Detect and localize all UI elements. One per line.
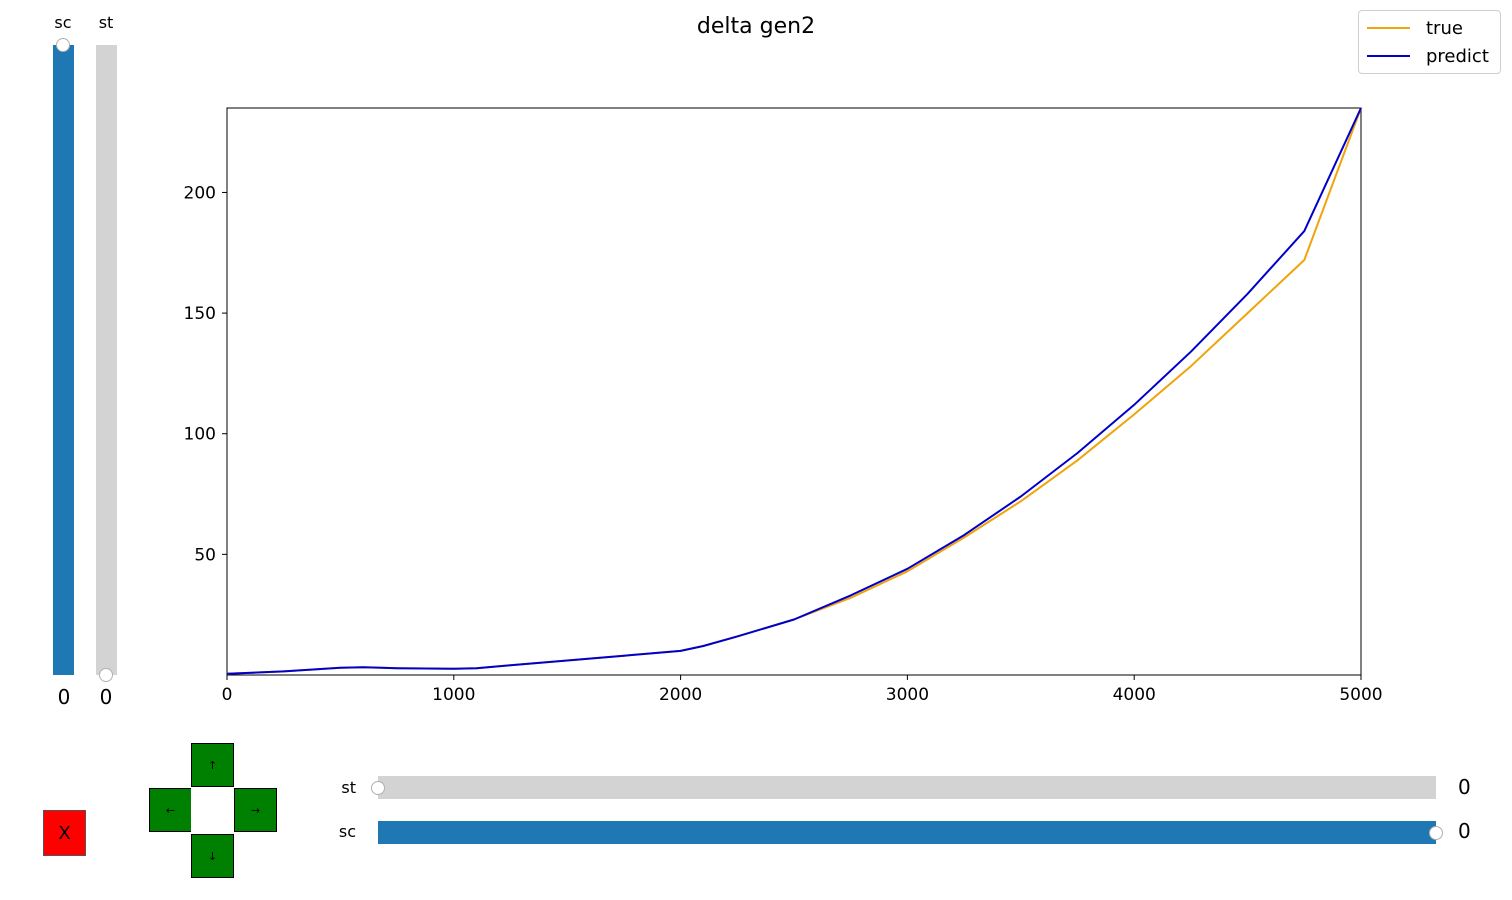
horizontal-slider-sc-value: 0 — [1458, 819, 1471, 843]
line-chart: 0 1000 2000 3000 4000 5000 50 100 150 200 — [184, 107, 1383, 705]
vertical-slider-st[interactable] — [96, 45, 117, 682]
x-tick-label: 3000 — [886, 685, 929, 705]
x-tick-label: 0 — [222, 685, 233, 705]
horizontal-slider-st-handle[interactable] — [371, 781, 385, 795]
dpad-center — [191, 788, 234, 832]
horizontal-slider-sc-label: sc — [338, 822, 356, 841]
up-arrow-button[interactable]: ↑ — [191, 743, 234, 787]
down-arrow-button[interactable]: ↓ — [191, 834, 234, 878]
horizontal-slider-sc[interactable] — [378, 821, 1443, 844]
legend-swatch-true — [1367, 27, 1410, 29]
y-tick-label: 50 — [194, 545, 216, 565]
vertical-slider-sc-label: sc — [54, 13, 72, 32]
series-line-true — [226, 107, 1362, 675]
vertical-slider-st-value: 0 — [99, 685, 113, 709]
y-tick-label: 100 — [184, 425, 216, 445]
vertical-slider-sc-fill — [53, 45, 74, 675]
x-tick-label: 5000 — [1339, 685, 1382, 705]
vertical-slider-st-handle[interactable] — [99, 668, 113, 682]
vertical-slider-sc-value: 0 — [57, 685, 71, 709]
series-line-predict — [226, 107, 1362, 675]
legend-item-true: true — [1367, 17, 1463, 39]
left-arrow-button[interactable]: ← — [149, 788, 192, 832]
plot-frame — [226, 107, 1362, 676]
vertical-slider-st-label: st — [98, 13, 114, 32]
vertical-slider-sc-handle[interactable] — [56, 38, 70, 52]
horizontal-slider-st-value: 0 — [1458, 775, 1471, 799]
x-tick-label: 4000 — [1113, 685, 1156, 705]
y-tick-label: 150 — [184, 304, 216, 324]
right-arrow-button[interactable]: → — [234, 788, 277, 832]
horizontal-slider-st-label: st — [341, 778, 356, 797]
legend-item-predict: predict — [1367, 45, 1489, 67]
y-tick-label: 200 — [184, 183, 216, 203]
x-tick-label: 2000 — [659, 685, 702, 705]
close-button[interactable]: X — [43, 810, 86, 856]
x-tick-label: 1000 — [432, 685, 475, 705]
legend-label-predict: predict — [1426, 45, 1489, 67]
vertical-slider-sc[interactable] — [53, 38, 74, 675]
legend-swatch-predict — [1367, 55, 1410, 57]
chart-legend: true predict — [1358, 10, 1501, 74]
horizontal-slider-sc-fill — [378, 821, 1436, 844]
horizontal-slider-st[interactable] — [371, 776, 1436, 799]
legend-label-true: true — [1426, 17, 1463, 39]
horizontal-slider-sc-handle[interactable] — [1429, 826, 1443, 840]
chart-title: delta gen2 — [696, 14, 816, 39]
